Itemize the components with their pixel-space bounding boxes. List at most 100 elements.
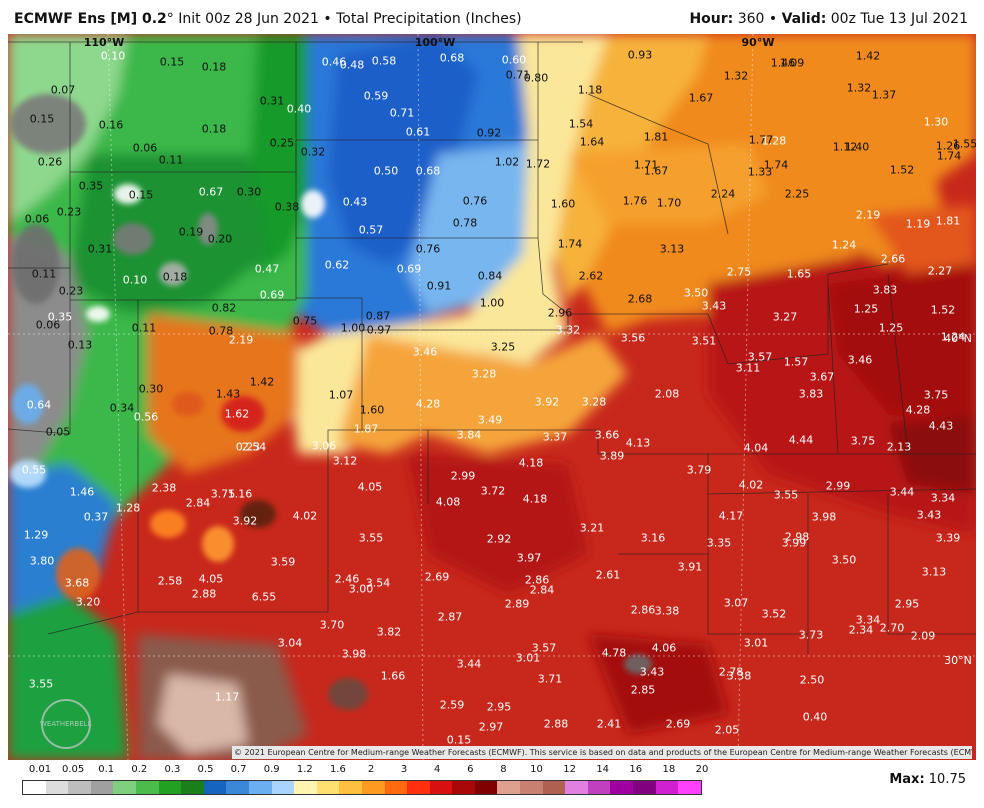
precip-value-label: 1.00 [340,321,366,335]
precip-value-label: 1.07 [328,388,354,402]
precip-value-label: 3.50 [831,553,857,567]
legend-tick-label: 1.2 [296,764,313,775]
legend-tick-label: 2 [367,764,375,775]
precip-value-label: 0.11 [158,153,184,167]
valid-time: Hour: 360 • Valid: 00z Tue 13 Jul 2021 [689,11,968,27]
legend-tick-label: 14 [596,764,610,775]
precip-value-label: 3.66 [594,428,620,442]
precip-value-label: 0.23 [56,205,82,219]
precip-value-label: 1.28 [115,501,141,515]
precip-value-label: 0.62 [324,258,350,272]
precip-value-label: 0.26 [37,155,63,169]
legend-tick-label: 1.6 [329,764,346,775]
precip-value-label: 3.55 [358,531,384,545]
precip-value-label: 0.69 [396,262,422,276]
legend-swatch [203,781,227,794]
legend-tick-label: 4 [434,764,441,775]
svg-text:WEATHERBELL: WEATHERBELL [40,720,92,728]
precip-value-label: 3.04 [277,636,303,650]
precip-value-label: 2.50 [799,673,825,687]
valid-label: Valid: [781,11,827,27]
precip-value-label: 2.95 [894,597,920,611]
legend-tick-label: 3 [400,764,408,775]
precip-value-label: 3.43 [701,299,727,313]
precip-value-label: 3.20 [75,595,101,609]
precip-value-label: 3.38 [726,669,752,683]
legend-tick-label: 0.01 [28,764,52,775]
legend-swatch [587,781,611,794]
precip-value-label: 3.59 [270,555,296,569]
precipitation-map: WEATHERBELL 0.10 0.15 0.18 0.07 0.15 0.16 0.18… [8,34,976,760]
precip-value-label: 2.59 [439,698,465,712]
legend-swatch [633,781,656,794]
precip-value-label: 3.91 [677,560,703,574]
legend-tick-label: 18 [662,764,676,775]
precip-value-label: 2.70 [879,621,905,635]
legend-swatch [23,781,46,794]
precip-value-label: 3.12 [332,454,358,468]
legend-tick-label: 0.7 [230,764,247,775]
precip-value-label: 1.60 [550,197,576,211]
precip-value-label: 0.15 [446,733,472,747]
precip-value-label: 2.61 [595,568,621,582]
valid-separator: • [764,11,782,27]
precip-value-label: 1.70 [656,196,682,210]
map-field: WEATHERBELL [8,34,976,760]
precip-value-label: 1.25 [853,302,879,316]
precip-value-label: 1.72 [525,157,551,171]
precip-value-label: 1.60 [359,403,385,417]
legend-swatch [158,781,182,794]
precip-value-label: 3.43 [916,508,942,522]
precip-value-label: 0.91 [426,279,452,293]
precip-value-label: 1.62 [224,407,250,421]
precip-value-label: 3.43 [639,665,665,679]
legend-swatch [361,781,385,794]
precip-value-label: 3.25 [490,340,516,354]
precip-value-label: 3.73 [798,628,824,642]
precip-value-label: 0.32 [300,145,326,159]
precip-value-label: 3.38 [654,604,680,618]
precip-value-label: 3.52 [761,607,787,621]
precip-value-label: 3.98 [811,510,837,524]
precip-value-label: 1.09 [779,56,805,70]
precip-value-label: 2.95 [486,700,512,714]
legend-swatch [452,781,475,794]
precip-value-label: 1.55 [952,137,976,151]
precip-value-label: 1.74 [763,158,789,172]
precip-value-label: 0.92 [476,126,502,140]
precip-value-label: 0.60 [501,53,527,67]
precip-value-label: 0.11 [131,321,157,335]
precip-value-label: 2.38 [151,481,177,495]
legend-swatch [384,781,408,794]
legend-tick-label: 0.3 [164,764,181,775]
precip-value-label: 3.44 [889,485,915,499]
precip-value-label: 4.06 [651,641,677,655]
precip-value-label: 4.43 [928,419,954,433]
precip-value-label: 3.72 [480,484,506,498]
precip-value-label: 0.58 [371,54,397,68]
legend-swatch [520,781,543,794]
precip-value-label: 4.13 [625,436,651,450]
precip-value-label: 0.61 [405,125,431,139]
precip-value-label: 2.84 [529,583,555,597]
precip-value-label: 0.18 [162,270,188,284]
precip-value-label: 0.67 [198,185,224,199]
precip-value-label: 4.44 [788,433,814,447]
precip-value-label: 4.08 [435,495,461,509]
precip-value-label: 1.46 [770,56,796,70]
precip-value-label: 4.04 [743,441,769,455]
precip-value-label: 3.44 [456,657,482,671]
precip-value-label: 3.01 [743,636,769,650]
meridian-label: 90°W [741,36,775,49]
precip-value-label: 3.50 [683,286,709,300]
precip-value-label: 0.93 [627,48,653,62]
precip-value-label: 3.71 [537,672,563,686]
degree-sign: ° [166,11,174,27]
legend-swatch [248,781,272,794]
legend-swatch [565,781,588,794]
legend-swatch [45,781,69,794]
precip-value-label: 1.54 [568,117,594,131]
precip-value-label: 1.25 [878,321,904,335]
precip-value-label: 1.64 [579,135,605,149]
precip-value-label: 0.18 [201,60,227,74]
